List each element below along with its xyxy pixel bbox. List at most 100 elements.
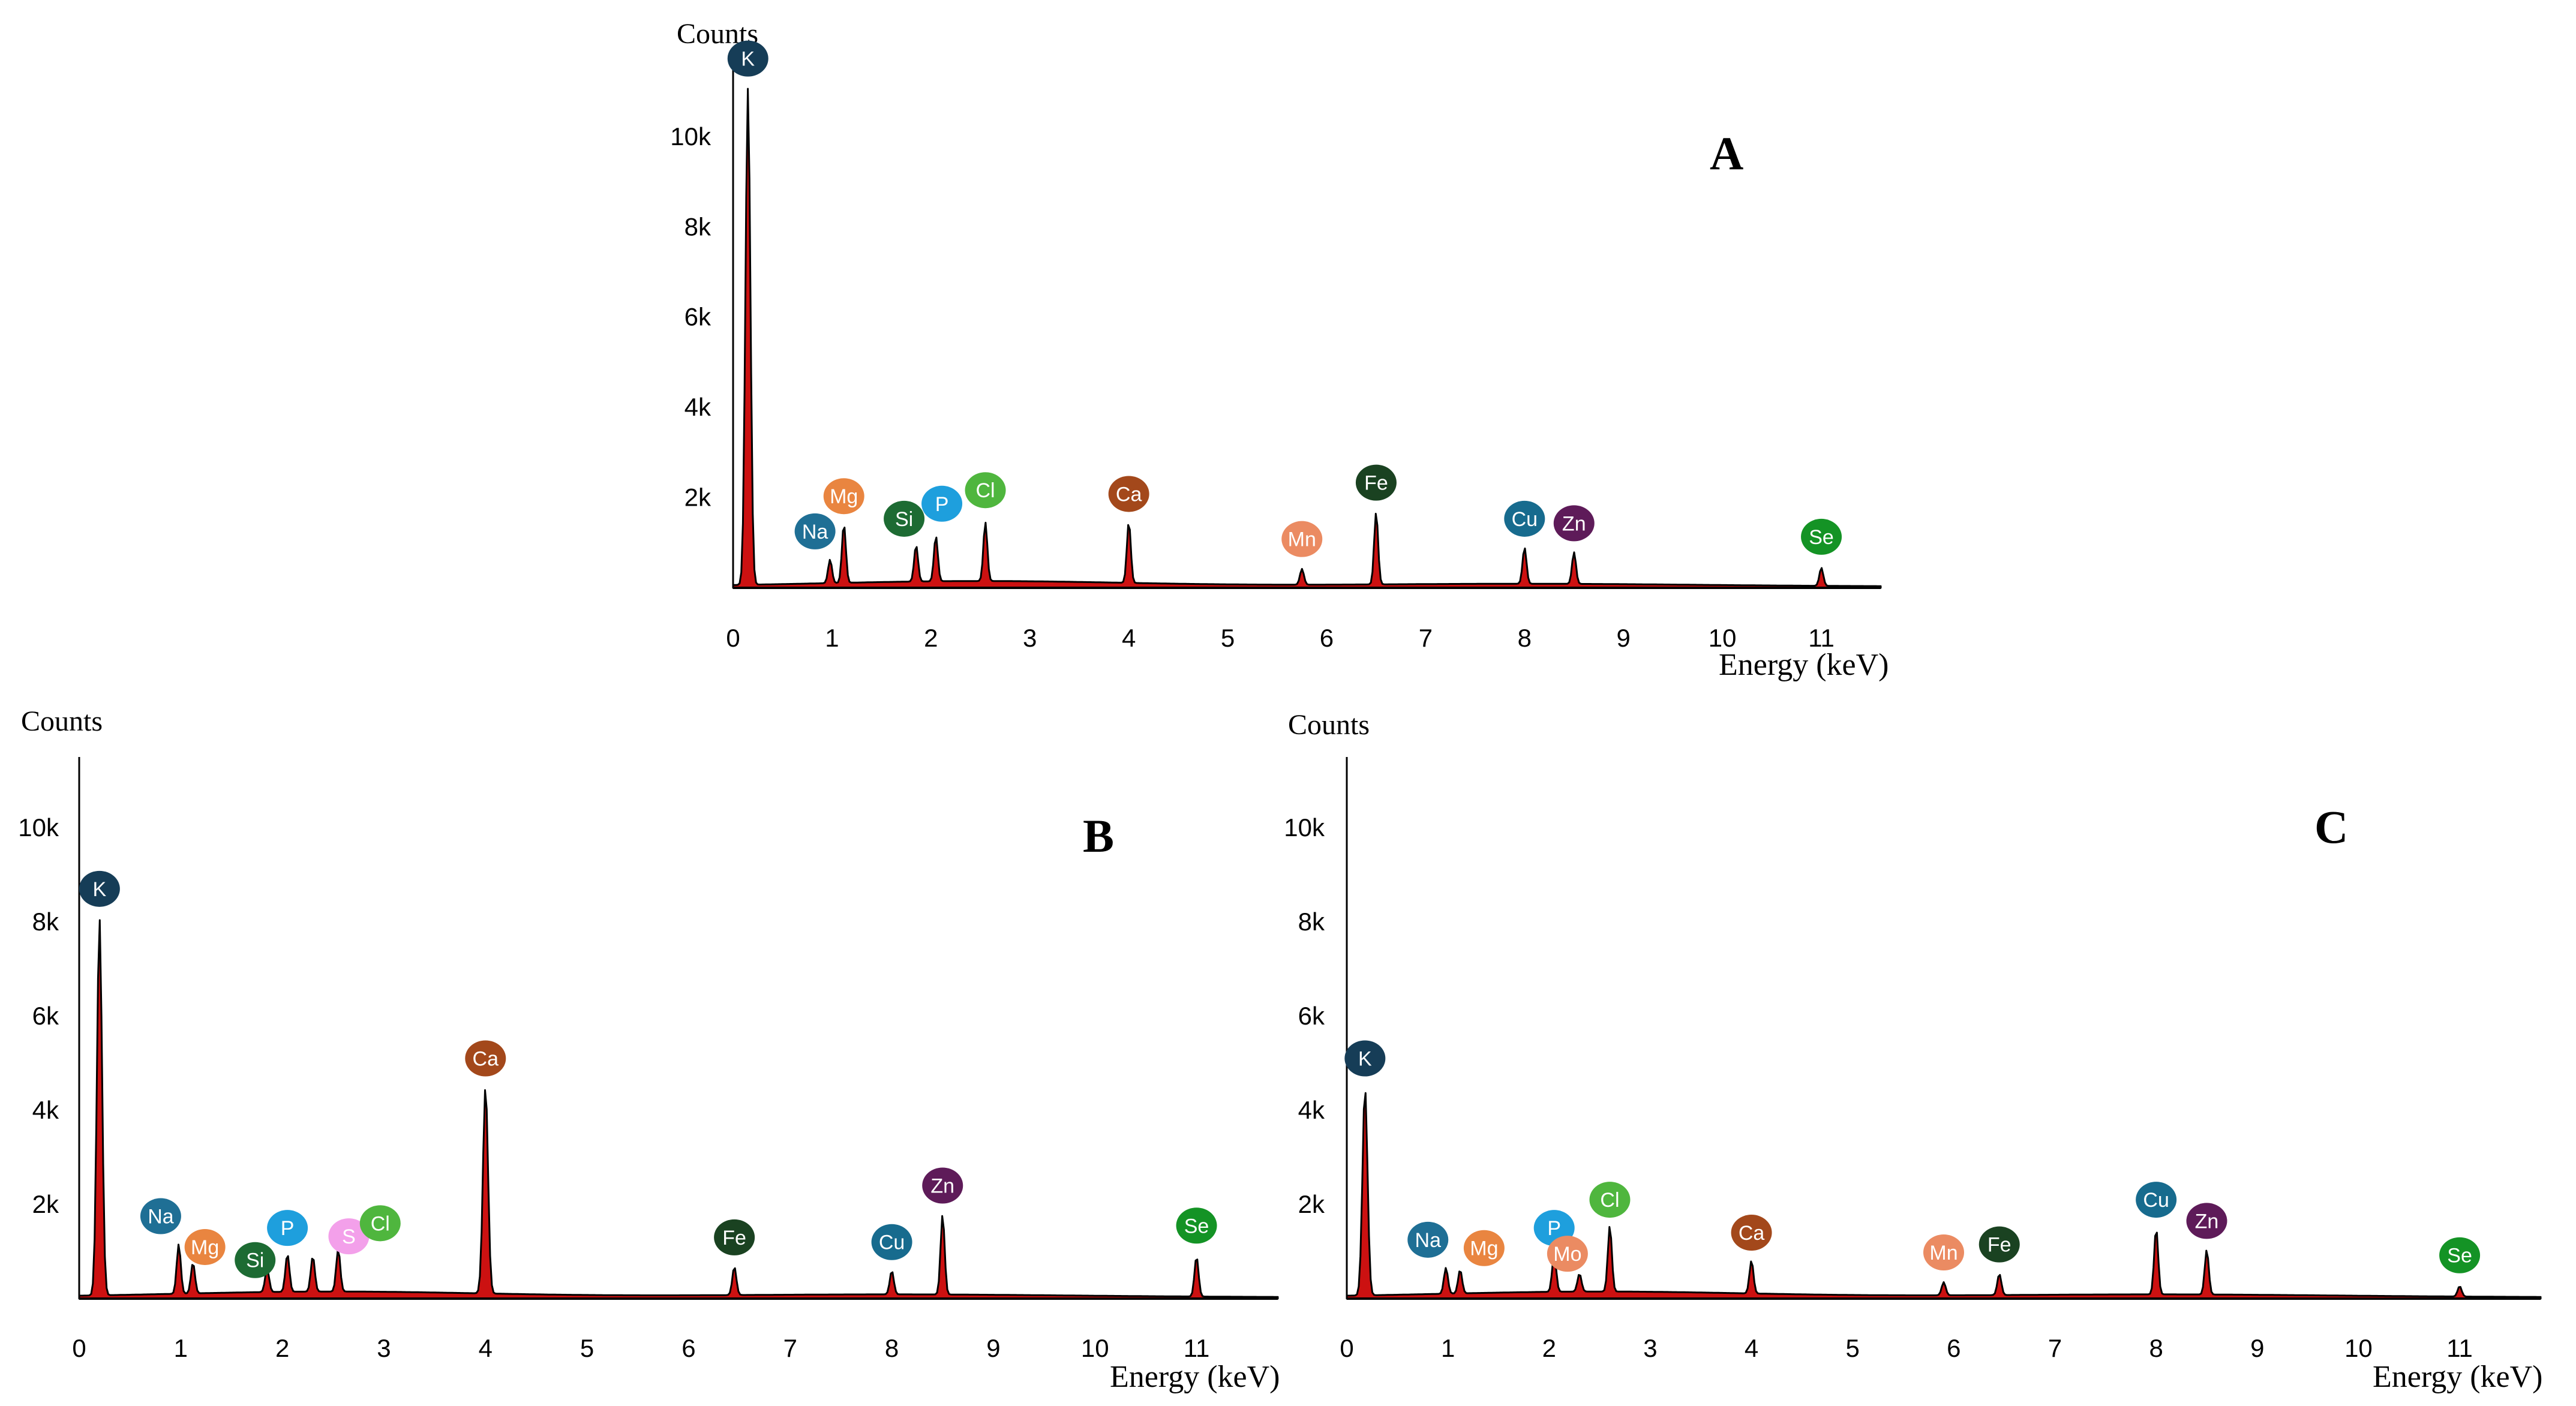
panel-b-label-text: K (93, 878, 107, 901)
panel-c-label-text: Mn (1929, 1242, 1957, 1264)
panel-a-xtick: 6 (1320, 624, 1334, 652)
panel-a-letter: A (1710, 127, 1743, 179)
panel-b-xtick: 10 (1081, 1334, 1109, 1362)
panel-c-label-text: Na (1415, 1229, 1442, 1252)
panel-b-label-text: Ca (473, 1048, 499, 1071)
panel-c-xtick: 7 (2048, 1334, 2062, 1362)
panel-c-xtick: 3 (1643, 1334, 1657, 1362)
panel-a-ytick: 6k (684, 303, 711, 331)
panel-a-ytick: 8k (684, 212, 711, 241)
panel-b-label-text: Cl (371, 1212, 390, 1235)
panel-a-xtick: 1 (825, 624, 839, 652)
panel-b-label-s: S (328, 1218, 370, 1255)
panel-b-spectrum (78, 919, 1279, 1300)
panel-c-label-text: Fe (1987, 1234, 2011, 1257)
panel-c-label-cu: Cu (2136, 1182, 2177, 1218)
panel-b-letter: B (1083, 810, 1114, 862)
panel-a-label-text: Cu (1512, 508, 1538, 531)
panel-b-xtick: 7 (783, 1334, 797, 1362)
panel-b-label-se: Se (1176, 1207, 1217, 1244)
panel-a-xtick: 8 (1518, 624, 1532, 652)
panel-b-ytick: 8k (32, 908, 59, 936)
panel-c: Counts C Energy (keV) 0 1 2 3 4 5 6 7 8 9 10 11 2k 4k… (1284, 709, 2542, 1394)
panel-b-label-mg: Mg (184, 1228, 226, 1265)
panel-a-label-fe: Fe (1355, 464, 1397, 501)
panel-b-label-text: S (342, 1225, 356, 1248)
panel-a-label-si: Si (884, 500, 925, 537)
panel-b-label-text: Fe (722, 1227, 746, 1249)
panel-a-label-text: Mg (830, 485, 858, 508)
panel-c-xtick: 10 (2344, 1334, 2373, 1362)
panel-c-xlabel: Energy (keV) (2373, 1360, 2543, 1394)
panel-a-label-mg: Mg (823, 478, 864, 515)
panel-c-label-text: Mg (1470, 1237, 1498, 1260)
panel-b-xtick: 1 (174, 1334, 188, 1362)
panel-b-plot: 0 1 2 3 4 5 6 7 8 9 10 11 2k 4k 6k 8k 10k K Na Mg Si P S Cl Ca Fe… (18, 757, 1279, 1362)
panel-c-xtick: 0 (1340, 1334, 1353, 1362)
panel-b-xtick: 3 (377, 1334, 391, 1362)
panel-b-label-cu: Cu (871, 1224, 912, 1260)
panel-c-label-ca: Ca (1731, 1215, 1772, 1251)
panel-c-xtick: 8 (2149, 1334, 2163, 1362)
panel-c-label-na: Na (1407, 1221, 1449, 1258)
panel-a-label-text: Zn (1562, 512, 1586, 535)
panel-c-label-mn: Mn (1923, 1234, 1964, 1271)
panel-c-xtick: 6 (1947, 1334, 1960, 1362)
panel-a-xtick: 2 (924, 624, 938, 652)
panel-c-label-text: Zn (2195, 1210, 2219, 1233)
panel-a-ytick: 10k (670, 122, 711, 151)
panel-a-ytick: 2k (684, 483, 711, 512)
panel-b-label-cl: Cl (359, 1205, 401, 1242)
panel-a-xtick: 4 (1122, 624, 1136, 652)
panel-b-ytick: 10k (18, 813, 59, 842)
panel-c-ytick: 2k (1298, 1190, 1325, 1218)
panel-a-spectrum (732, 88, 1882, 589)
panel-a-label-k: K (727, 40, 768, 77)
panel-c-letter: C (2314, 801, 2348, 853)
panel-b-ytick: 2k (32, 1190, 59, 1218)
panel-b-xlabel: Energy (keV) (1110, 1360, 1280, 1394)
panel-b-label-text: Se (1184, 1215, 1209, 1237)
panel-b-label-fe: Fe (714, 1219, 755, 1255)
panel-b-xtick: 2 (275, 1334, 289, 1362)
panel-a-label-na: Na (794, 513, 836, 549)
panel-b-ytick: 6k (32, 1002, 59, 1030)
panel-a-label-text: Fe (1364, 472, 1388, 495)
panel-c-ytick: 4k (1298, 1096, 1325, 1124)
panel-c-label-k: K (1344, 1040, 1386, 1077)
panel-b: Counts B Energy (keV) 0 1 2 3 4 5 6 7 8 9 10 11 2k 4k… (18, 705, 1280, 1394)
panel-a-xtick: 0 (726, 624, 740, 652)
panel-a-xlabel: Energy (keV) (1719, 648, 1889, 682)
panel-a-label-text: Si (895, 508, 913, 531)
panel-c-label-text: Ca (1739, 1222, 1765, 1245)
panel-b-label-na: Na (140, 1198, 181, 1234)
panel-b-xtick: 9 (986, 1334, 1000, 1362)
panel-b-ylabel: Counts (21, 705, 103, 737)
panel-b-label-text: P (281, 1217, 295, 1240)
panel-a-label-p: P (921, 485, 963, 522)
panel-a-label-text: Mn (1288, 528, 1316, 551)
panel-a-label-text: K (741, 48, 755, 71)
panel-b-label-text: Na (148, 1206, 174, 1228)
panel-c-plot: 0 1 2 3 4 5 6 7 8 9 10 11 2k 4k 6k 8k 10k K Na Mg P Mo Cl Ca Mn F… (1284, 757, 2542, 1362)
panel-a-label-cu: Cu (1504, 500, 1545, 537)
panel-a-label-text: Na (802, 521, 828, 543)
panel-c-label-text: Se (2447, 1245, 2472, 1267)
panel-b-xtick: 11 (1184, 1334, 1210, 1362)
panel-b-xtick: 4 (479, 1334, 493, 1362)
panel-c-xtick: 4 (1745, 1334, 1758, 1362)
panel-c-label-fe: Fe (1978, 1226, 2020, 1263)
panel-a-xtick: 9 (1617, 624, 1631, 652)
panel-c-xtick: 5 (1846, 1334, 1860, 1362)
panel-c-label-text: K (1358, 1048, 1372, 1071)
panel-a-xtick: 7 (1419, 624, 1433, 652)
panel-c-label-mo: Mo (1547, 1236, 1588, 1272)
panel-a-label-text: P (935, 493, 949, 516)
panel-a-label-ca: Ca (1108, 476, 1149, 512)
panel-c-ylabel: Counts (1288, 709, 1370, 741)
panel-b-label-text: Zn (930, 1175, 954, 1198)
panel-c-label-cl: Cl (1589, 1182, 1631, 1218)
panel-c-label-text: Cl (1600, 1189, 1619, 1212)
